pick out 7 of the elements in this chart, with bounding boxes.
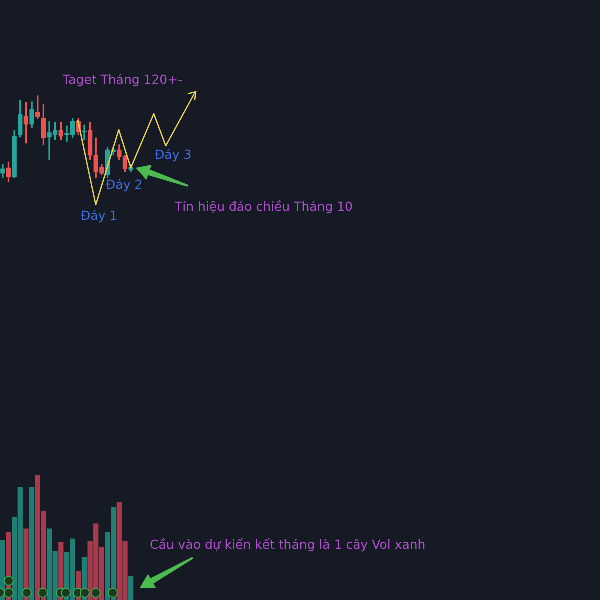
bar — [128, 576, 134, 600]
annotation: Cầu vào dự kiến kết tháng là 1 cây Vol xanh — [150, 537, 426, 552]
text: Đáy 1 — [81, 208, 118, 223]
text: Taget Tháng 120+- — [63, 72, 183, 87]
text: Tín hiệu đảo chiều Tháng 10 — [175, 199, 354, 214]
annotation: Đáy 3 — [155, 147, 192, 162]
annotation: Đáy 2 — [106, 177, 143, 192]
